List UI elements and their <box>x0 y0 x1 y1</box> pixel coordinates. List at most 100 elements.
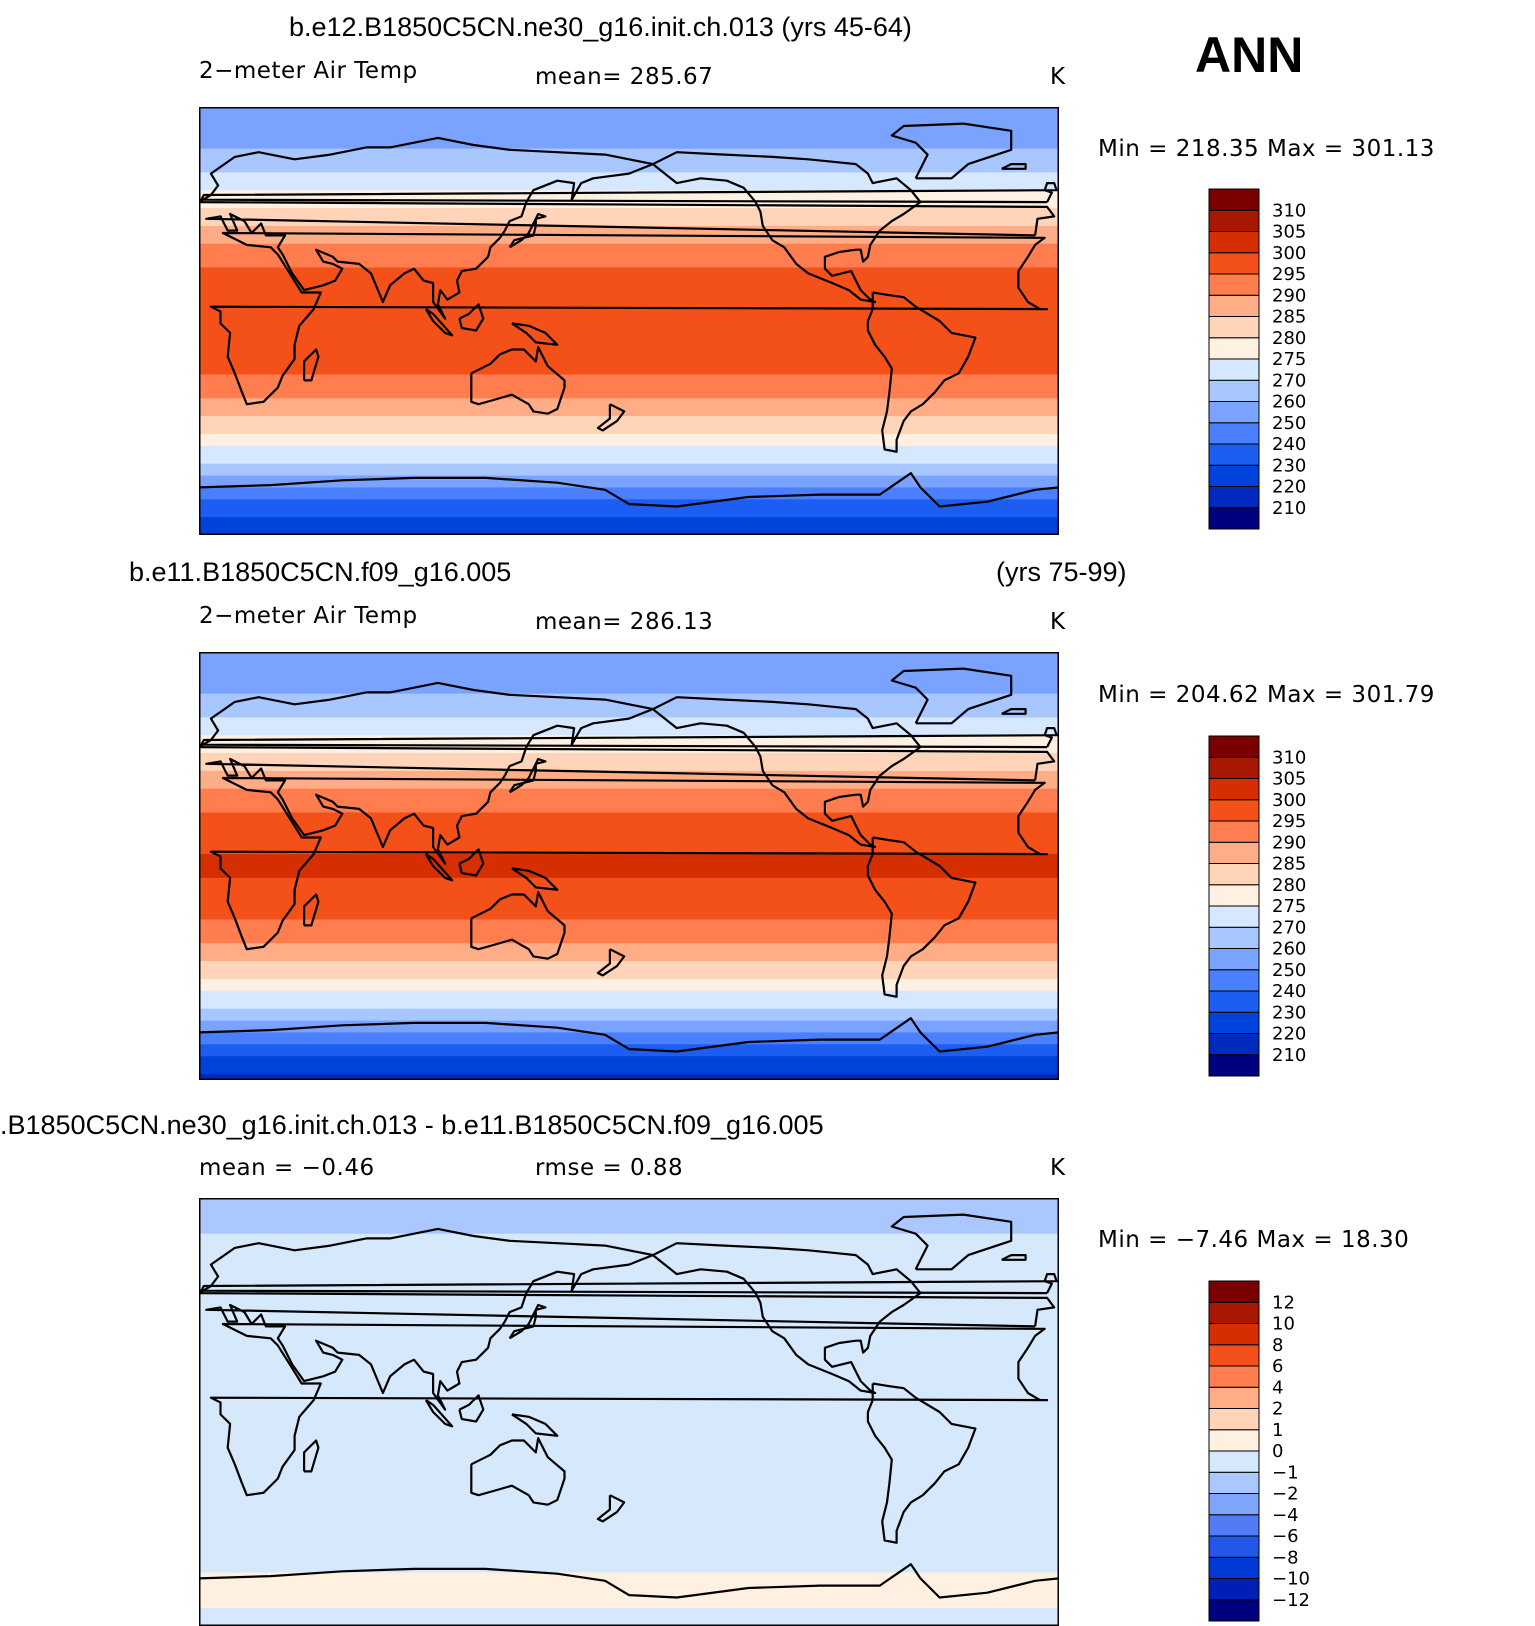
colorbar-tick-label: −2 <box>1272 1484 1299 1505</box>
map-band <box>199 717 1059 724</box>
coastline <box>508 212 547 249</box>
coastline <box>303 348 320 382</box>
map-band <box>199 243 1059 251</box>
colorbar-tick-label: 240 <box>1272 434 1306 455</box>
colorbar-tick-label: −12 <box>1272 1590 1310 1611</box>
colorbar-box <box>1208 464 1260 487</box>
panel2-variable-label: 2−meter Air Temp <box>199 603 418 629</box>
colorbar-box <box>1208 1033 1260 1056</box>
colorbar-tick-label: 220 <box>1272 477 1306 498</box>
map-band <box>199 1519 1059 1526</box>
colorbar-tick-label: −6 <box>1272 1526 1299 1547</box>
map-band <box>199 931 1059 938</box>
map-band <box>199 160 1059 168</box>
map-band <box>199 669 1059 677</box>
map-band <box>199 770 1059 778</box>
map-band <box>199 842 1059 849</box>
map-band <box>199 723 1059 730</box>
map-band <box>199 1008 1059 1016</box>
map-band <box>199 1560 1059 1568</box>
map-band <box>199 1014 1059 1022</box>
map-band <box>199 1370 1059 1377</box>
map-band <box>199 961 1059 968</box>
colorbar-box <box>1208 1578 1260 1601</box>
coastline <box>209 776 1049 951</box>
colorbar-tick-label: 310 <box>1272 200 1306 221</box>
colorbar-box <box>1208 863 1260 886</box>
map-band <box>199 1062 1059 1069</box>
map-band <box>199 416 1059 423</box>
map-band <box>199 901 1059 909</box>
map-band <box>199 699 1059 707</box>
map-band <box>199 907 1059 915</box>
colorbar-box <box>1208 358 1260 381</box>
colorbar-box <box>1208 1471 1260 1494</box>
coastline <box>200 1273 1058 1295</box>
colorbar-box <box>1208 252 1260 275</box>
colorbar-box <box>1208 884 1260 907</box>
colorbar-tick-label: 300 <box>1272 243 1306 264</box>
map-band <box>199 214 1059 221</box>
map-band <box>199 445 1059 453</box>
coastline <box>209 1322 1049 1497</box>
coastline <box>303 1439 320 1473</box>
map-band <box>199 1382 1059 1389</box>
panel1-minmax-label: Min = 218.35 Max = 301.13 <box>1098 136 1435 162</box>
colorbar-tick-label: −8 <box>1272 1547 1299 1568</box>
colorbar-box <box>1208 841 1260 864</box>
colorbar-tick-label: 280 <box>1272 875 1306 896</box>
map-band <box>199 806 1059 814</box>
map-band <box>199 1239 1059 1247</box>
map-band <box>199 1602 1059 1609</box>
map-band <box>199 326 1059 334</box>
map-band <box>199 1465 1059 1473</box>
coastline <box>470 346 566 415</box>
map-band <box>199 1299 1059 1306</box>
coastline <box>1001 1254 1027 1261</box>
map-band <box>199 782 1059 790</box>
map-band <box>199 663 1059 671</box>
map-band <box>199 1358 1059 1366</box>
colorbar-tick-label: 4 <box>1272 1377 1283 1398</box>
map-band <box>199 871 1059 879</box>
colorbar-box <box>1208 507 1260 530</box>
coastline <box>209 231 1049 406</box>
map-band <box>199 1441 1059 1449</box>
map-band <box>199 219 1059 227</box>
map-band <box>199 463 1059 471</box>
map-band <box>199 172 1059 179</box>
colorbar-box <box>1208 337 1260 360</box>
map-band <box>199 978 1059 986</box>
map-band <box>199 350 1059 358</box>
panel3-minmax-label: Min = −7.46 Max = 18.30 <box>1098 1227 1410 1253</box>
map-band <box>199 386 1059 393</box>
map-band <box>199 1513 1059 1520</box>
colorbar-tick-label: −4 <box>1272 1505 1299 1526</box>
map-band <box>199 996 1059 1004</box>
map-band <box>199 422 1059 429</box>
map-band <box>199 705 1059 713</box>
coastline <box>508 757 547 794</box>
map-band <box>199 1251 1059 1259</box>
panel3-mean-label: mean = −0.46 <box>199 1155 375 1181</box>
map-band <box>199 1245 1059 1253</box>
map-band <box>199 1257 1059 1264</box>
map-band <box>199 130 1059 138</box>
coastline <box>199 1227 1056 1411</box>
colorbar-box <box>1208 735 1260 758</box>
panel1-map <box>199 107 1059 535</box>
map-band <box>199 1310 1059 1318</box>
map-band <box>199 285 1059 292</box>
map-band <box>199 1542 1059 1550</box>
panel1-title: b.e12.B1850C5CN.ne30_g16.init.ch.013 (yr… <box>289 12 912 42</box>
map-band <box>199 1221 1059 1229</box>
panel2-map <box>199 652 1059 1080</box>
coastline <box>890 1213 1013 1271</box>
colorbar-tick-label: 270 <box>1272 370 1306 391</box>
colorbar-tick-label: 260 <box>1272 392 1306 413</box>
coastline <box>424 308 454 337</box>
coastline <box>199 136 1056 320</box>
map-band <box>199 208 1059 215</box>
map-band <box>199 1056 1059 1063</box>
map-band <box>199 955 1059 962</box>
